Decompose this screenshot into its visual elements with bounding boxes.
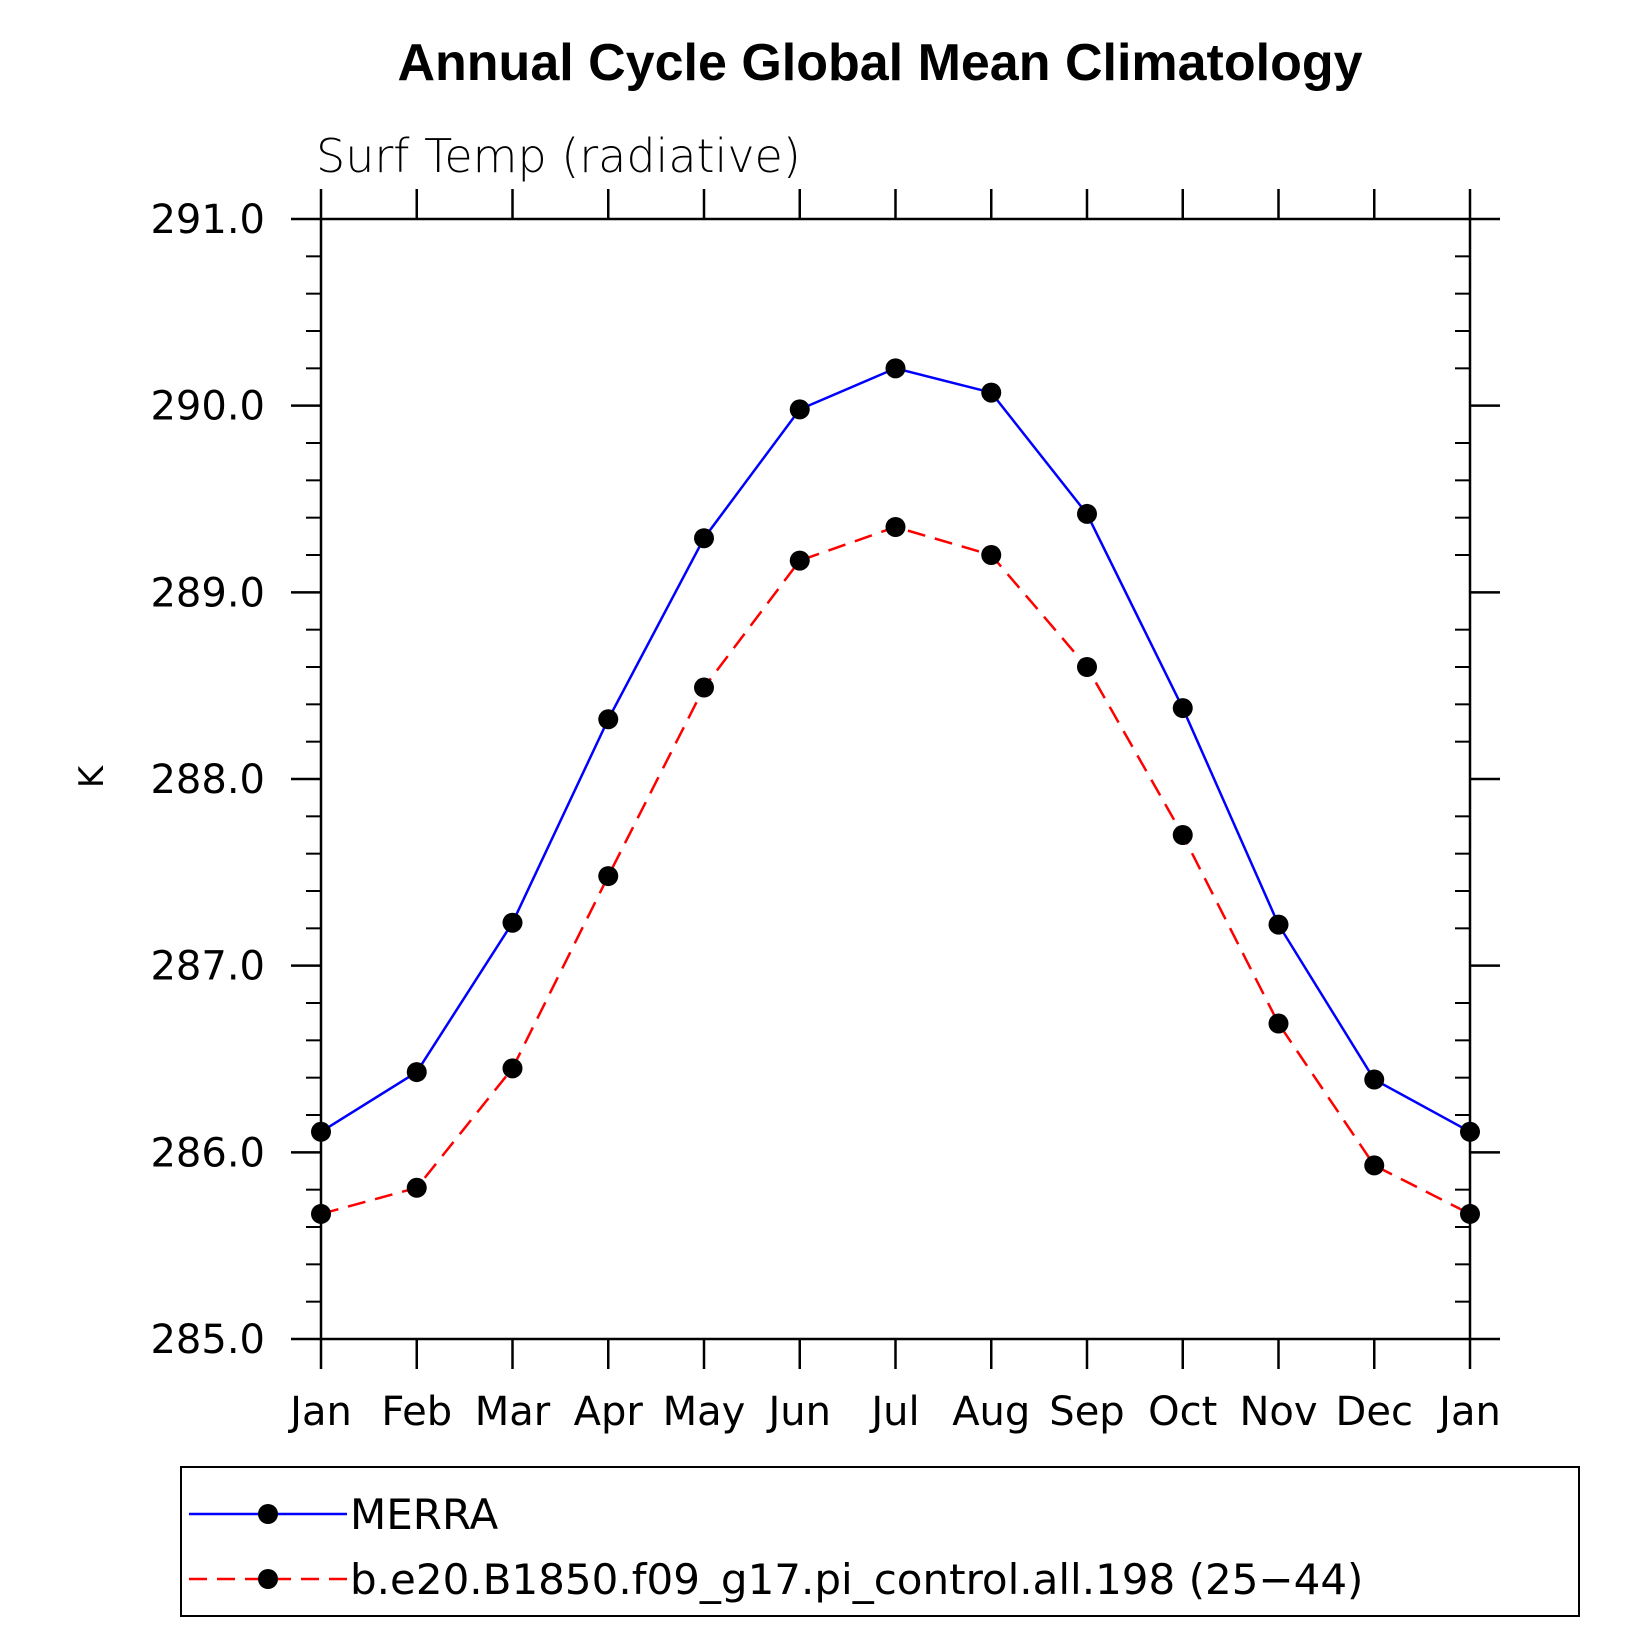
- x-tick-label: Sep: [1049, 1389, 1124, 1435]
- legend: MERRA b.e20.B1850.f09_g17.pi_control.all.…: [180, 1466, 1580, 1617]
- legend-label-2: b.e20.B1850.f09_g17.pi_control.all.198 (…: [350, 1555, 1363, 1604]
- y-tick-label: 288.0: [150, 757, 265, 803]
- series-1-point: [1268, 914, 1289, 935]
- x-tick-label: Nov: [1239, 1389, 1317, 1435]
- y-tick-label: 286.0: [150, 1130, 265, 1176]
- series-2-point: [502, 1058, 523, 1079]
- x-tick-label: Jul: [868, 1389, 919, 1435]
- series-layer: [311, 358, 1480, 1224]
- x-tick-label: Jun: [766, 1389, 832, 1435]
- series-2-point: [406, 1177, 427, 1198]
- axes: 285.0 286.0 287.0 288.0 289.0 290.0 291.0 Jan Fe…: [150, 189, 1501, 1435]
- plot-frame: [319, 217, 1472, 1341]
- series-2-point: [311, 1203, 331, 1224]
- x-tick-label: Feb: [381, 1389, 452, 1435]
- series-1-point: [694, 528, 714, 549]
- x-tick-label: Jan: [287, 1389, 352, 1435]
- y-tick-label: 285.0: [150, 1317, 265, 1363]
- y-tick-label: 290.0: [150, 384, 265, 430]
- series-1-point: [598, 709, 619, 730]
- legend-box: [180, 1466, 1580, 1617]
- series-2-point: [1364, 1155, 1385, 1176]
- series-1-point: [1077, 503, 1097, 524]
- series-1-point: [406, 1062, 427, 1083]
- series-2-point: [885, 517, 906, 537]
- x-tick-label: May: [663, 1389, 746, 1435]
- y-tick-label: 291.0: [150, 197, 265, 243]
- series-line-2: [320, 525, 1471, 1216]
- series-1-point: [1172, 698, 1193, 719]
- legend-items: MERRA b.e20.B1850.f09_g17.pi_control.all.…: [189, 1490, 1363, 1604]
- legend-marker-2: [258, 1569, 278, 1589]
- series-1-point: [311, 1121, 331, 1142]
- series-1-point: [885, 358, 906, 379]
- series-2-point: [598, 866, 619, 887]
- x-tick-label: Jan: [1436, 1389, 1501, 1435]
- legend-label-1: MERRA: [350, 1490, 498, 1539]
- x-tick-label: Apr: [574, 1389, 644, 1435]
- y-tick-label: 287.0: [150, 944, 265, 990]
- series-1-point: [981, 382, 1002, 403]
- series-1-point: [502, 912, 523, 933]
- series-2-point: [1077, 657, 1097, 677]
- legend-marker-1: [258, 1504, 278, 1524]
- x-tick-label: Oct: [1148, 1389, 1217, 1435]
- series-1-point: [789, 399, 810, 420]
- x-tick-label: Aug: [952, 1389, 1030, 1435]
- y-axis-label: K: [72, 764, 112, 788]
- chart-title: Annual Cycle Global Mean Climatology: [397, 34, 1362, 92]
- series-2-point: [981, 545, 1002, 565]
- series-2-point: [694, 677, 714, 698]
- series-2-point: [1460, 1203, 1480, 1224]
- series-1-point: [1364, 1069, 1385, 1090]
- series-1-point: [1460, 1121, 1480, 1142]
- x-tick-label: Mar: [475, 1389, 551, 1435]
- y-tick-label: 289.0: [150, 570, 265, 616]
- series-2-point: [1172, 825, 1193, 845]
- x-tick-label: Dec: [1336, 1389, 1413, 1435]
- chart-subtitle: Surf Temp (radiative): [316, 129, 801, 183]
- series-line-1: [320, 367, 1471, 1133]
- series-2-point: [1268, 1013, 1289, 1034]
- series-2-point: [789, 550, 810, 571]
